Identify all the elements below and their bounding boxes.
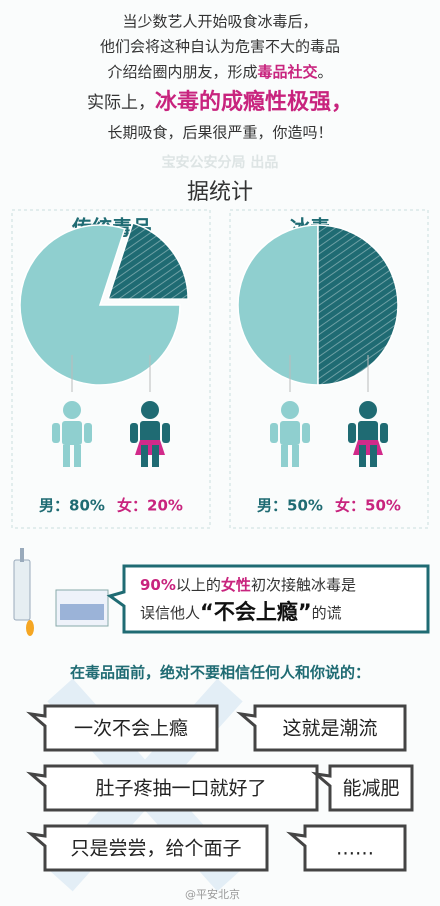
value-label: 男：80% [39, 497, 105, 515]
figure-leg [292, 445, 299, 467]
figure-body [140, 421, 160, 445]
speech-bubble [26, 824, 269, 872]
figure-skirt [135, 440, 165, 455]
figure-arm [130, 423, 138, 443]
icon-flame [26, 620, 34, 636]
icon-label [60, 604, 104, 620]
callout-bubble [106, 564, 430, 634]
bubble-text: …… [336, 838, 374, 860]
figure-leg [370, 445, 377, 467]
figure-arm [348, 423, 356, 443]
figure-head [359, 401, 377, 419]
speech-bubble [26, 704, 219, 752]
stats-heading: 据统计 [187, 180, 253, 205]
callout-highlight: 女性 [221, 576, 251, 594]
callout-line: 误信他人“不会上瘾”的谎 [140, 600, 342, 624]
callout-text: 误信他人 [140, 604, 200, 622]
figure-body [358, 421, 378, 445]
bubble-text: 能减肥 [342, 778, 399, 800]
speech-bubble [311, 764, 414, 812]
pie-slice [237, 224, 319, 386]
speech-bubble [236, 704, 407, 752]
intro-line: 当少数艺人开始吸食冰毒后， [122, 13, 317, 31]
footer: @平安北京 [185, 887, 240, 901]
intro-line: 他们会将这种自认为危害不大的毒品 [100, 38, 340, 56]
callout-icons [13, 548, 109, 636]
intro-text: 。 [318, 63, 333, 81]
figure-skirt [353, 440, 383, 455]
intro-line: 实际上，冰毒的成瘾性极强， [87, 89, 353, 115]
callout-text: 的谎 [312, 604, 342, 622]
figure-leg [152, 445, 159, 467]
figure-arm [52, 423, 60, 443]
watermark: 宝安公安分局 出品 [162, 154, 279, 171]
value-label: 女：20% [117, 497, 183, 515]
figure-body [280, 421, 300, 445]
value-label: 男：50% [257, 497, 323, 515]
figure-arm [380, 423, 388, 443]
intro-line: 介绍给圈内朋友，形成毒品社交。 [107, 63, 332, 81]
icon-syringe-tip [20, 548, 24, 562]
callout-emphasis: “不会上瘾” [200, 600, 312, 624]
callout-line: 90%以上的女性初次接触冰毒是 [140, 576, 356, 594]
bubble-text: 只是尝尝，给个面子 [70, 838, 241, 860]
figure-head [63, 401, 81, 419]
speech-bubble [286, 824, 407, 872]
bubble-text: 一次不会上瘾 [74, 718, 188, 740]
intro-text: 实际上， [87, 93, 155, 113]
figure-arm [302, 423, 310, 443]
figure-leg [63, 445, 70, 467]
bubble-text: 这就是潮流 [282, 718, 377, 740]
value-label: 女：50% [335, 497, 401, 515]
figure-head [281, 401, 299, 419]
callout-text: 以上的 [176, 576, 221, 594]
figure-arm [84, 423, 92, 443]
callout-text: 初次接触冰毒是 [251, 576, 356, 594]
intro-highlight: 毒品社交 [257, 63, 317, 81]
bubble-text: 肚子疼抽一口就好了 [95, 778, 266, 800]
figure-body [62, 421, 82, 445]
icon-syringe [13, 559, 31, 621]
intro-line: 长期吸食，后果很严重，你造吗！ [107, 124, 332, 142]
pie-slice [19, 224, 181, 386]
chart-frame [229, 209, 429, 529]
warning: 在毒品面前，绝对不要相信任何人和你说的： [70, 664, 370, 682]
figure-leg [74, 445, 81, 467]
pie-chart: 冰毒男：50%女：50% [237, 216, 401, 515]
intro-text: 介绍给圈内朋友，形成 [107, 63, 257, 81]
chart-frame [11, 209, 211, 529]
pie-slice [107, 222, 189, 300]
intro-highlight: 冰毒的成瘾性极强， [155, 89, 353, 115]
figure-leg [281, 445, 288, 467]
figure-arm [162, 423, 170, 443]
pie-chart: 传统毒品男：80%女：20% [19, 216, 189, 515]
figure-leg [359, 445, 366, 467]
callout-highlight: 90% [140, 576, 176, 594]
pie-slice [317, 224, 399, 386]
figure-arm [270, 423, 278, 443]
figure-leg [141, 445, 148, 467]
figure-head [141, 401, 159, 419]
